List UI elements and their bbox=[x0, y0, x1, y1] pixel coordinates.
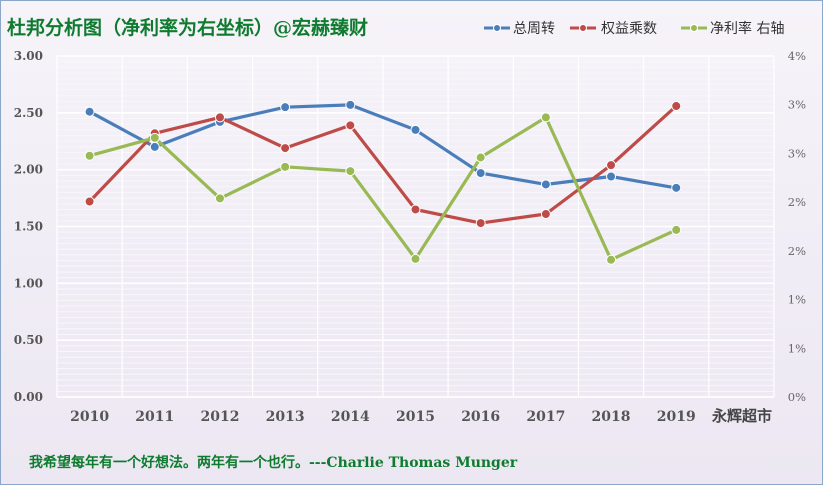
series-point-equity-multiplier bbox=[606, 160, 617, 171]
x-tick-label: 2017 bbox=[526, 409, 565, 425]
series-point-net-margin bbox=[149, 132, 160, 143]
series-point-equity-multiplier bbox=[84, 196, 95, 207]
series-point-asset-turnover bbox=[606, 171, 617, 182]
y-right-tick-label: 4% bbox=[788, 49, 806, 63]
series-line-net-margin bbox=[87, 115, 678, 262]
series-point-net-margin bbox=[671, 224, 682, 235]
series-point-equity-multiplier bbox=[540, 208, 551, 219]
series-point-equity-multiplier bbox=[475, 218, 486, 229]
series-point-asset-turnover bbox=[540, 179, 551, 190]
legend-item-equity-multiplier: 权益乘数 bbox=[570, 21, 657, 37]
legend-label-net-margin: 净利率 右轴 bbox=[710, 20, 784, 37]
y-right-tick-label: 1% bbox=[788, 341, 806, 355]
legend-label-equity-multiplier: 权益乘数 bbox=[601, 21, 657, 37]
x-tick-label: 2012 bbox=[200, 409, 239, 425]
plot-area: 0.00 0.50 1.00 1.50 2.00 2.50 3.00 0% 1% 1% 2% 2% 3%… bbox=[14, 49, 806, 425]
x-tick-label: 2016 bbox=[461, 409, 500, 425]
y-right-tick-label: 2% bbox=[788, 244, 806, 258]
series-point-net-margin bbox=[214, 193, 225, 204]
y-right-tick-label: 3% bbox=[788, 146, 806, 160]
x-tick-label: 2013 bbox=[266, 409, 305, 425]
series-point-equity-multiplier bbox=[410, 204, 421, 215]
legend: 总周转 权益乘数 净利率 右轴 bbox=[484, 20, 784, 37]
series-point-equity-multiplier bbox=[214, 112, 225, 123]
y-left-tick-label: 3.00 bbox=[14, 49, 43, 63]
x-tick-label: 2014 bbox=[331, 409, 370, 425]
legend-marker-equity-multiplier bbox=[579, 24, 587, 32]
y-left-tick-label: 2.50 bbox=[14, 106, 43, 120]
series-point-net-margin bbox=[345, 166, 356, 177]
legend-marker-net-margin bbox=[690, 24, 698, 32]
series-point-net-margin bbox=[280, 161, 291, 172]
series-point-asset-turnover bbox=[345, 99, 356, 110]
y-right-tick-label: 1% bbox=[788, 293, 806, 307]
y-right-tick-label: 3% bbox=[788, 98, 806, 112]
y-right-tick-label: 2% bbox=[788, 195, 806, 209]
series-point-asset-turnover bbox=[410, 124, 421, 135]
chart-title: 杜邦分析图（净利率为右坐标）@宏赫臻财 bbox=[7, 16, 368, 39]
legend-marker-asset-turnover bbox=[493, 24, 501, 32]
series-point-net-margin bbox=[84, 150, 95, 161]
series-point-equity-multiplier bbox=[671, 101, 682, 112]
quote-text: 我希望每年有一个好想法。两年有一个也行。---Charlie Thomas Mu… bbox=[29, 454, 518, 471]
series-point-asset-turnover bbox=[475, 168, 486, 179]
x-tick-label: 2015 bbox=[396, 409, 435, 425]
series-point-asset-turnover bbox=[280, 102, 291, 113]
y-left-tick-label: 0.50 bbox=[14, 333, 43, 347]
x-tick-label: 2011 bbox=[135, 409, 174, 425]
y-right-tick-label: 0% bbox=[788, 390, 806, 404]
series-point-net-margin bbox=[410, 253, 421, 264]
series-point-asset-turnover bbox=[149, 141, 160, 152]
series-point-asset-turnover bbox=[671, 182, 682, 193]
series-point-net-margin bbox=[475, 152, 486, 163]
series-point-equity-multiplier bbox=[280, 143, 291, 154]
legend-item-net-margin: 净利率 右轴 bbox=[681, 20, 784, 37]
corner-label: 永辉超市 bbox=[711, 407, 772, 425]
legend-item-asset-turnover: 总周转 bbox=[484, 21, 555, 37]
x-tick-label: 2018 bbox=[592, 409, 631, 425]
legend-label-asset-turnover: 总周转 bbox=[513, 21, 555, 37]
x-tick-label: 2010 bbox=[70, 409, 109, 425]
series-point-net-margin bbox=[540, 112, 551, 123]
y-left-tick-label: 1.00 bbox=[14, 276, 43, 290]
x-tick-label: 2019 bbox=[657, 409, 696, 425]
series-point-asset-turnover bbox=[84, 106, 95, 117]
series-point-net-margin bbox=[606, 254, 617, 265]
series-line-asset-turnover bbox=[87, 103, 678, 190]
y-left-tick-label: 1.50 bbox=[14, 220, 43, 234]
series-point-equity-multiplier bbox=[345, 120, 356, 131]
y-left-tick-label: 2.00 bbox=[14, 163, 43, 177]
y-left-tick-label: 0.00 bbox=[14, 390, 43, 404]
